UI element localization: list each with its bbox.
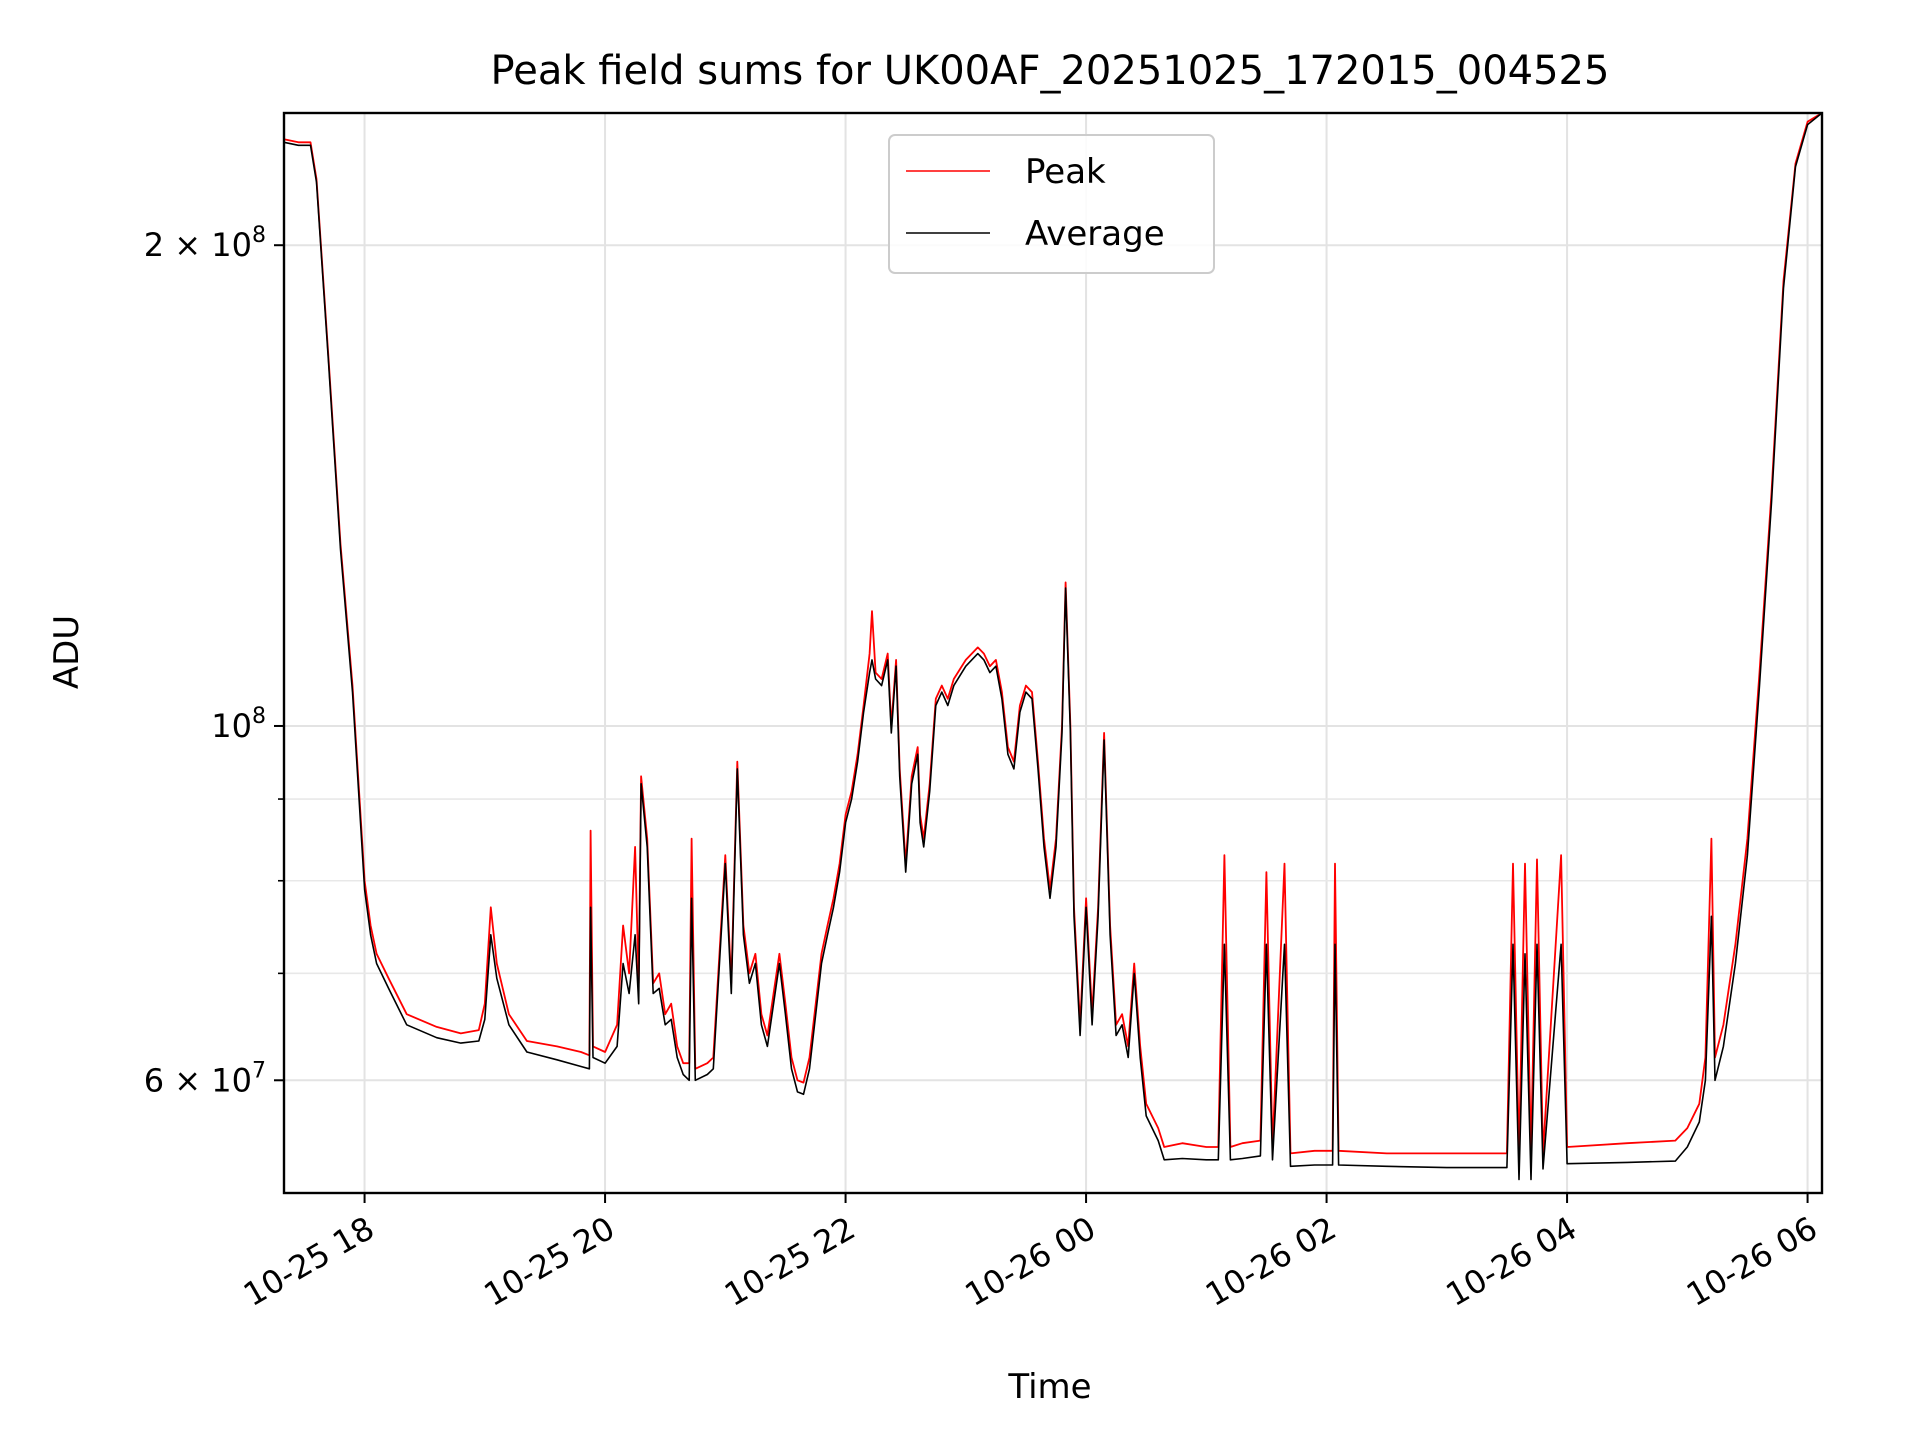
y-axis-label: ADU [47, 615, 87, 689]
y-tick-label: 6 × 107 [144, 1058, 266, 1099]
legend: Peak Average [888, 134, 1215, 274]
legend-average-label: Average [1025, 214, 1165, 254]
legend-peak-label: Peak [1025, 152, 1106, 192]
axes-frame [282, 111, 1824, 1195]
series-layer [283, 112, 1823, 1181]
series-line-peak [283, 112, 1823, 1155]
series-line-average [283, 112, 1823, 1181]
x-axis-label: Time [1007, 1367, 1091, 1407]
plot-area [282, 111, 1824, 1195]
y-tick-label: 108 [211, 704, 266, 745]
legend-box [888, 134, 1215, 274]
y-tick-label: 2 × 108 [144, 223, 266, 264]
chart-title: Peak field sums for UK00AF_20251025_1720… [491, 48, 1610, 94]
y-axis: 6 × 107 108 2 × 108 [144, 223, 284, 1099]
